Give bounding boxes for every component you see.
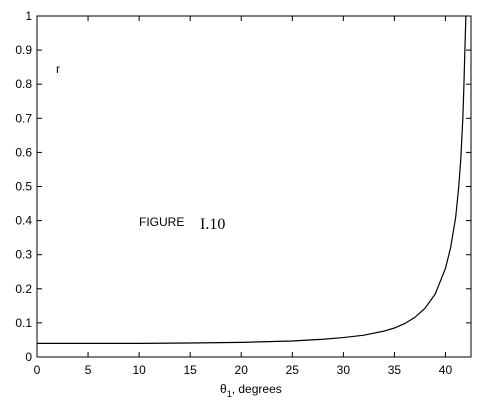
x-axis-title: θ1, degrees <box>220 382 282 399</box>
plot-frame <box>36 15 472 358</box>
y-tick-label-10: 1 <box>25 9 32 23</box>
x-axis-subscript: 1 <box>227 389 232 399</box>
y-tick-label-6: 0.6 <box>15 145 32 159</box>
x-tick-label-0: 0 <box>34 363 41 377</box>
x-axis-symbol: θ <box>220 382 227 396</box>
y-axis-ticks: 0 0.1 0.2 0.3 0.4 0.5 0.6 0.7 0.8 0.9 1 <box>15 9 471 364</box>
y-tick-label-8: 0.8 <box>15 77 32 91</box>
y-tick-label-7: 0.7 <box>15 111 32 125</box>
figure-label: FIGURE <box>139 215 184 229</box>
y-tick-label-1: 0.1 <box>15 316 32 330</box>
figure-number: I.10 <box>200 216 225 233</box>
x-tick-label-3: 15 <box>183 363 197 377</box>
x-tick-label-2: 10 <box>132 363 146 377</box>
y-tick-label-9: 0.9 <box>15 43 32 57</box>
y-tick-label-0: 0 <box>25 350 32 364</box>
y-tick-label-3: 0.3 <box>15 248 32 262</box>
x-axis-title-rest: , degrees <box>232 382 282 396</box>
x-axis-ticks: 0 5 10 15 20 25 30 35 40 <box>34 16 453 377</box>
x-tick-label-5: 25 <box>286 363 300 377</box>
x-tick-label-7: 35 <box>388 363 402 377</box>
x-tick-label-8: 40 <box>439 363 453 377</box>
x-tick-label-4: 20 <box>235 363 249 377</box>
r-label: r <box>56 62 60 76</box>
x-tick-label-6: 30 <box>337 363 351 377</box>
series-curve <box>37 15 467 344</box>
x-tick-label-1: 5 <box>85 363 92 377</box>
y-tick-label-2: 0.2 <box>15 282 32 296</box>
y-tick-label-5: 0.5 <box>15 180 32 194</box>
y-tick-label-4: 0.4 <box>15 214 32 228</box>
